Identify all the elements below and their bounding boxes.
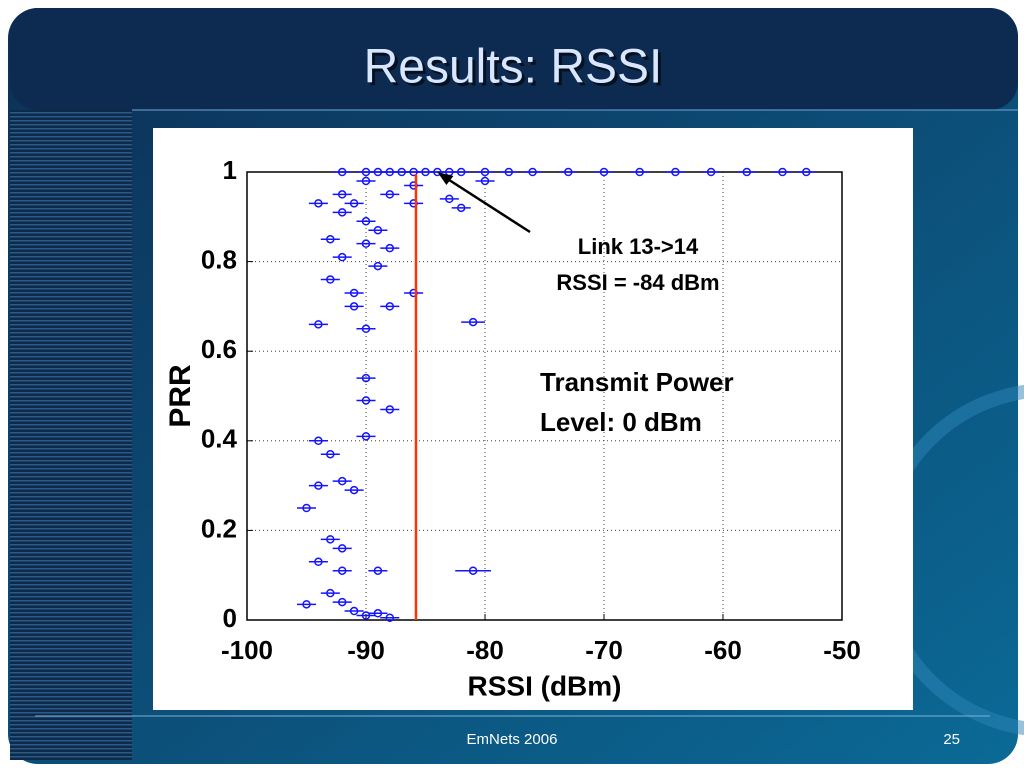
point	[314, 320, 323, 329]
point	[349, 606, 359, 616]
point	[326, 234, 335, 244]
point	[337, 597, 347, 607]
point	[337, 476, 347, 486]
point	[337, 167, 347, 177]
point	[361, 217, 371, 226]
title-shadow: Results: RSSI	[367, 44, 666, 97]
point	[599, 167, 609, 177]
point	[373, 261, 383, 271]
point	[528, 167, 537, 177]
x-tick-label: -80	[466, 635, 504, 665]
point	[480, 176, 490, 186]
point	[385, 302, 395, 311]
point	[349, 288, 359, 298]
point	[468, 317, 478, 327]
point	[349, 485, 359, 495]
y-tick-label: 0.8	[201, 244, 237, 274]
point	[361, 176, 371, 186]
point	[802, 167, 811, 177]
point	[314, 481, 323, 490]
point	[302, 600, 311, 609]
point	[361, 324, 371, 334]
y-tick-label: 0.4	[201, 424, 238, 454]
y-axis-label: PRR	[164, 364, 197, 428]
point	[385, 243, 395, 253]
page-number: 25	[943, 731, 960, 748]
point	[480, 167, 490, 177]
point	[564, 167, 573, 177]
side-stripes	[10, 110, 132, 760]
point	[778, 167, 787, 177]
x-tick-label: -60	[704, 635, 742, 665]
y-tick-label: 0	[223, 603, 237, 633]
plot-frame	[246, 171, 843, 621]
point	[361, 611, 371, 620]
point	[456, 203, 466, 213]
point	[742, 167, 752, 177]
x-tick-label: -90	[347, 635, 385, 665]
point	[314, 557, 323, 567]
point	[326, 588, 335, 598]
x-tick-label: -50	[823, 635, 861, 665]
point	[373, 566, 383, 575]
point	[385, 405, 395, 414]
point	[302, 503, 311, 513]
point	[504, 167, 514, 177]
annotation: Transmit Power	[540, 367, 734, 397]
x-axis-label: RSSI (dBm)	[468, 670, 622, 701]
point	[385, 190, 395, 199]
point	[349, 199, 359, 208]
footer: EmNets 2006	[467, 731, 558, 748]
y-tick-label: 1	[223, 155, 237, 185]
point	[337, 190, 347, 199]
point	[373, 609, 383, 618]
point	[445, 194, 454, 204]
point	[373, 225, 383, 235]
point	[361, 396, 371, 405]
point	[326, 535, 335, 544]
arrow	[440, 173, 531, 234]
chart-panel	[153, 128, 913, 710]
point	[337, 566, 347, 575]
point	[671, 167, 680, 177]
point	[635, 167, 644, 177]
point	[314, 199, 323, 208]
point	[337, 544, 347, 553]
y-tick-label: 0.2	[201, 513, 237, 543]
point	[361, 432, 371, 441]
x-tick-label: -100	[221, 635, 273, 665]
point	[456, 167, 466, 177]
chart: 0 0.2 0.4 0.6 0.8 1 -100 -90 -80 -70 -60 -50 RSSI (d…	[164, 155, 861, 702]
slide-title: Results: RSSI	[364, 41, 663, 94]
point	[706, 167, 716, 177]
title-bar	[10, 8, 1018, 110]
annotation: RSSI = -84 dBm	[556, 270, 719, 295]
y-tick-label: 0.6	[201, 334, 237, 364]
point	[314, 436, 323, 446]
point	[361, 239, 371, 248]
point	[468, 566, 478, 575]
annotation: Level: 0 dBm	[540, 407, 702, 437]
point	[326, 449, 335, 459]
point	[337, 252, 347, 262]
point	[326, 275, 335, 284]
point	[361, 373, 371, 383]
x-tick-label: -70	[585, 635, 623, 665]
point	[337, 208, 347, 217]
point	[385, 613, 395, 623]
point	[349, 302, 359, 311]
annotation: Link 13->14	[578, 234, 699, 259]
arrow-head	[437, 172, 454, 185]
